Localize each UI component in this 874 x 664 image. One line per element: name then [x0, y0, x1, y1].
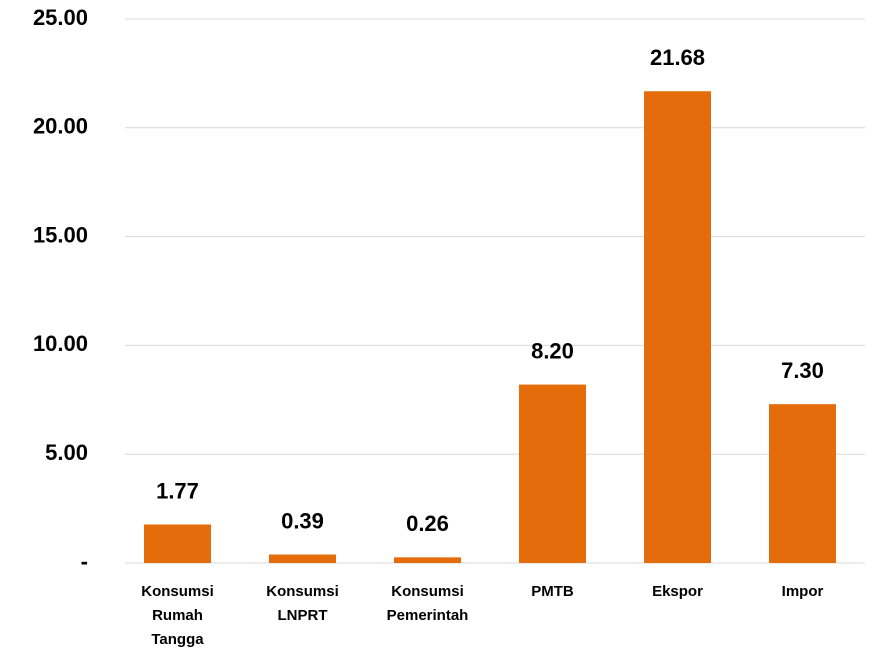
- bar: [769, 404, 836, 563]
- y-tick-label: 15.00: [33, 222, 88, 247]
- x-tick-label: Konsumsi Rumah Tangga: [141, 583, 214, 648]
- y-tick-label: -: [81, 549, 88, 574]
- value-label: 1.77: [156, 478, 199, 503]
- value-label: 0.39: [281, 508, 324, 533]
- x-tick-label: Konsumsi LNPRT: [266, 583, 339, 624]
- y-tick-label: 5.00: [45, 440, 88, 465]
- value-label: 0.26: [406, 511, 449, 536]
- x-tick-label: Ekspor: [652, 583, 703, 600]
- x-tick-label: Impor: [781, 583, 824, 600]
- bar: [644, 91, 711, 564]
- y-tick-label: 20.00: [33, 114, 88, 139]
- x-tick-label: Konsumsi Pemerintah: [386, 583, 469, 624]
- bar: [144, 524, 211, 563]
- y-tick-label: 25.00: [33, 5, 88, 30]
- x-tick-label: PMTB: [531, 583, 574, 600]
- value-label: 7.30: [781, 358, 824, 383]
- bar: [394, 557, 461, 563]
- bar: [269, 554, 336, 563]
- bar: [519, 384, 586, 563]
- value-label: 21.68: [650, 45, 705, 70]
- y-tick-label: 10.00: [33, 331, 88, 356]
- value-label: 8.20: [531, 338, 574, 363]
